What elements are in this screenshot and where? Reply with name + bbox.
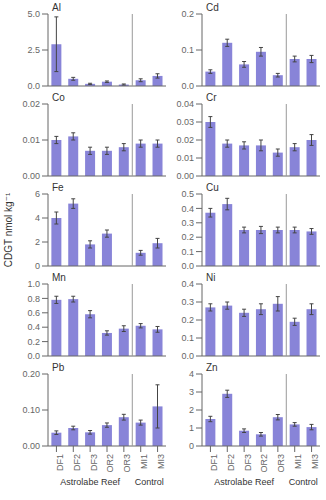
svg-text:0.4: 0.4 bbox=[181, 204, 194, 214]
svg-text:Cu: Cu bbox=[206, 182, 219, 193]
svg-text:Ni: Ni bbox=[206, 272, 215, 283]
svg-text:0.2: 0.2 bbox=[181, 9, 194, 19]
svg-text:CDGT nmol kg⁻¹: CDGT nmol kg⁻¹ bbox=[8, 192, 14, 267]
svg-text:Co: Co bbox=[52, 92, 65, 103]
svg-text:3: 3 bbox=[189, 387, 194, 397]
html-text:Control: Control bbox=[134, 477, 164, 487]
svg-text:0.0: 0.0 bbox=[27, 351, 40, 360]
svg-text:0.01: 0.01 bbox=[22, 135, 40, 145]
svg-text:Cr: Cr bbox=[206, 92, 217, 103]
svg-text:DF2: DF2 bbox=[226, 454, 236, 471]
svg-text:0.00: 0.00 bbox=[176, 171, 194, 180]
svg-text:DF3: DF3 bbox=[89, 454, 99, 471]
svg-text:Fe: Fe bbox=[52, 182, 64, 193]
svg-text:0.8: 0.8 bbox=[27, 294, 40, 304]
html-text:Astrolabe Reef: Astrolabe Reef bbox=[214, 477, 274, 487]
svg-text:0.01: 0.01 bbox=[176, 153, 194, 163]
svg-text:0.2: 0.2 bbox=[181, 315, 194, 325]
svg-text:0.04: 0.04 bbox=[176, 99, 194, 109]
svg-text:DF3: DF3 bbox=[243, 454, 253, 471]
svg-text:0.3: 0.3 bbox=[181, 218, 194, 228]
svg-text:0.10: 0.10 bbox=[22, 405, 40, 415]
svg-text:0.0: 0.0 bbox=[181, 81, 194, 90]
svg-text:MI3: MI3 bbox=[310, 454, 318, 469]
svg-text:2: 2 bbox=[189, 405, 194, 415]
svg-text:0: 0 bbox=[189, 441, 194, 451]
svg-text:0.3: 0.3 bbox=[181, 297, 194, 307]
svg-text:0.1: 0.1 bbox=[181, 333, 194, 343]
svg-text:Mn: Mn bbox=[52, 272, 66, 283]
svg-text:0.02: 0.02 bbox=[22, 99, 40, 109]
svg-text:OR2: OR2 bbox=[105, 454, 115, 473]
svg-text:OR2: OR2 bbox=[259, 454, 269, 473]
svg-text:0.20: 0.20 bbox=[22, 369, 40, 379]
svg-text:2: 2 bbox=[35, 237, 40, 247]
svg-text:0.00: 0.00 bbox=[22, 441, 40, 451]
svg-text:0.5: 0.5 bbox=[181, 189, 194, 199]
svg-text:4: 4 bbox=[35, 213, 40, 223]
svg-text:Zn: Zn bbox=[206, 362, 218, 373]
svg-text:MI3: MI3 bbox=[156, 454, 166, 469]
svg-text:DF1: DF1 bbox=[209, 454, 219, 471]
svg-text:0.0: 0.0 bbox=[181, 261, 194, 270]
svg-text:Cd: Cd bbox=[206, 2, 219, 13]
svg-text:4: 4 bbox=[189, 369, 194, 379]
svg-text:0.4: 0.4 bbox=[181, 279, 194, 289]
svg-text:OR3: OR3 bbox=[276, 454, 286, 473]
svg-text:0.4: 0.4 bbox=[27, 322, 40, 332]
svg-text:OR3: OR3 bbox=[122, 454, 132, 473]
svg-text:MI1: MI1 bbox=[139, 454, 149, 469]
svg-text:1.0: 1.0 bbox=[27, 279, 40, 289]
svg-text:0.2: 0.2 bbox=[27, 337, 40, 347]
svg-text:Pb: Pb bbox=[52, 362, 65, 373]
svg-text:0.02: 0.02 bbox=[176, 135, 194, 145]
svg-text:0.2: 0.2 bbox=[181, 232, 194, 242]
svg-text:0.6: 0.6 bbox=[27, 308, 40, 318]
svg-text:0.1: 0.1 bbox=[181, 247, 194, 257]
svg-text:0.0: 0.0 bbox=[27, 81, 40, 90]
svg-text:Al: Al bbox=[52, 2, 61, 13]
html-text:Control: Control bbox=[288, 477, 318, 487]
svg-text:0.00: 0.00 bbox=[22, 171, 40, 180]
svg-text:5.0: 5.0 bbox=[27, 9, 40, 19]
svg-text:DF1: DF1 bbox=[55, 454, 65, 471]
svg-text:0.03: 0.03 bbox=[176, 117, 194, 127]
svg-text:0: 0 bbox=[35, 261, 40, 270]
svg-text:1: 1 bbox=[189, 423, 194, 433]
svg-text:DF2: DF2 bbox=[72, 454, 82, 471]
html-text:Astrolabe Reef: Astrolabe Reef bbox=[60, 477, 120, 487]
svg-text:6: 6 bbox=[35, 189, 40, 199]
svg-text:0.1: 0.1 bbox=[181, 45, 194, 55]
svg-text:2.5: 2.5 bbox=[27, 45, 40, 55]
svg-text:0.0: 0.0 bbox=[181, 351, 194, 360]
svg-text:MI1: MI1 bbox=[293, 454, 303, 469]
